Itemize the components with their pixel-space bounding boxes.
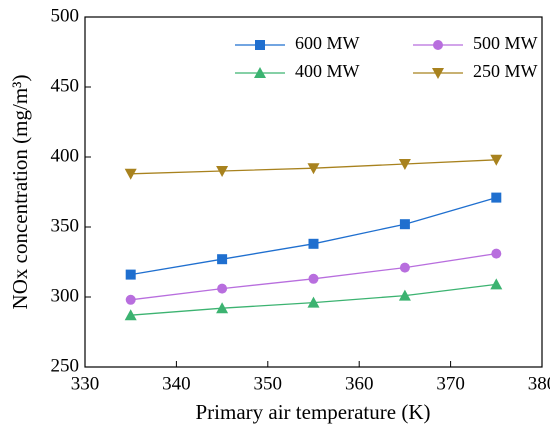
marker xyxy=(125,269,136,280)
y-tick-label: 500 xyxy=(51,5,80,26)
marker xyxy=(217,254,228,265)
marker xyxy=(399,219,410,230)
y-tick-label: 350 xyxy=(51,215,80,236)
x-tick-label: 360 xyxy=(345,373,374,394)
marker xyxy=(491,248,502,259)
marker xyxy=(491,192,502,203)
marker xyxy=(254,67,266,78)
marker xyxy=(308,273,319,284)
marker xyxy=(398,159,411,170)
legend-label: 400 MW xyxy=(295,61,360,81)
x-tick-label: 380 xyxy=(528,373,550,394)
legend-label: 500 MW xyxy=(473,33,538,53)
marker xyxy=(432,68,444,79)
marker xyxy=(124,309,137,321)
marker xyxy=(398,289,411,301)
legend-label: 600 MW xyxy=(295,33,360,53)
y-tick-label: 400 xyxy=(51,145,80,166)
marker xyxy=(490,154,503,166)
marker xyxy=(125,294,136,305)
plot-frame xyxy=(84,16,543,368)
x-tick-label: 340 xyxy=(162,373,191,394)
marker xyxy=(490,278,503,290)
y-tick-label: 450 xyxy=(51,75,80,96)
y-axis-title: NOx concentration (mg/m³) xyxy=(8,75,32,310)
marker xyxy=(433,40,443,50)
marker xyxy=(307,163,320,175)
y-tick-label: 250 xyxy=(51,355,80,376)
x-axis-title: Primary air temperature (K) xyxy=(196,400,431,424)
marker xyxy=(307,296,320,308)
x-tick-label: 370 xyxy=(436,373,465,394)
marker xyxy=(216,302,229,314)
marker xyxy=(124,168,137,180)
series-line xyxy=(130,196,497,276)
marker xyxy=(308,238,319,249)
x-tick-label: 330 xyxy=(71,373,100,394)
marker xyxy=(399,262,410,273)
marker xyxy=(217,283,228,294)
legend-label: 250 MW xyxy=(473,61,538,81)
x-tick-label: 350 xyxy=(254,373,283,394)
marker xyxy=(255,40,265,50)
y-tick-label: 300 xyxy=(51,285,80,306)
marker xyxy=(216,166,229,177)
